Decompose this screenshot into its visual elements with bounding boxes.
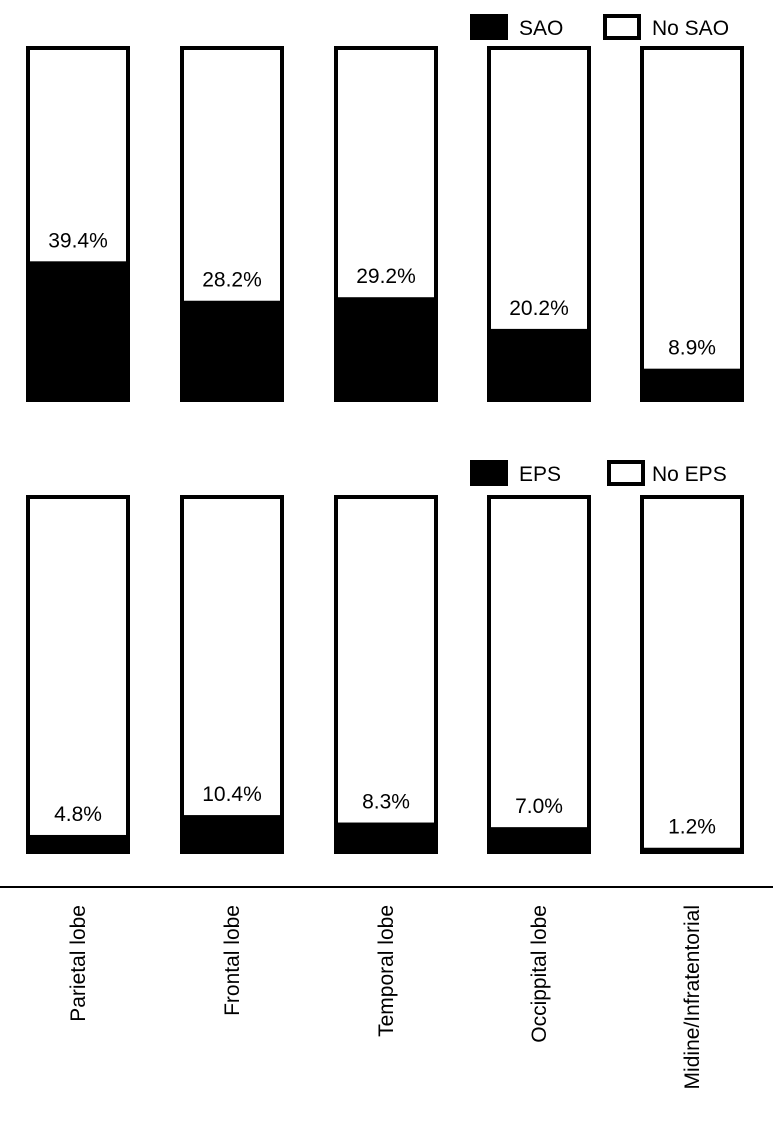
bar-2-frontal-lobe <box>180 495 284 854</box>
category-label-midine-infratentorial: Midine/Infratentorial <box>681 905 704 1089</box>
bar-segment-eps-frontal-lobe <box>180 815 284 854</box>
bar-2-parietal-lobe <box>26 495 130 854</box>
bar-segment-sao-frontal-lobe <box>180 300 284 402</box>
value-label-2-occippital-lobe: 7.0% <box>515 795 563 818</box>
value-label-1-parietal-lobe: 39.4% <box>48 229 108 252</box>
panel-1: SAO No SAO 39.4% 28.2% 29.2% 20.2% 8.9% <box>26 14 744 402</box>
bar-segment-eps-occippital-lobe <box>487 827 591 854</box>
bar-segment-sao-occippital-lobe <box>487 328 591 402</box>
value-label-1-temporal-lobe: 29.2% <box>356 265 416 288</box>
category-label-occippital-lobe: Occippital lobe <box>528 905 551 1043</box>
value-label-1-midine-infratentorial: 8.9% <box>668 337 716 360</box>
bar-2-occippital-lobe <box>487 495 591 854</box>
value-label-2-midine-infratentorial: 1.2% <box>668 816 716 839</box>
legend-swatch-no-sao <box>603 14 641 40</box>
legend-label-eps: EPS <box>519 463 561 486</box>
bar-segment-sao-temporal-lobe <box>334 297 438 402</box>
value-label-1-frontal-lobe: 28.2% <box>202 269 262 292</box>
legend-label-sao: SAO <box>519 17 563 40</box>
panel-2: EPS No EPS 4.8% 10.4% 8.3% 7.0% 1.2% <box>26 460 744 854</box>
bar-segment-eps-parietal-lobe <box>26 834 130 854</box>
legend-label-no-sao: No SAO <box>652 17 729 40</box>
value-label-2-parietal-lobe: 4.8% <box>54 803 102 826</box>
legend-swatch-eps <box>470 460 508 486</box>
category-label-temporal-lobe: Temporal lobe <box>375 905 398 1037</box>
value-label-1-occippital-lobe: 20.2% <box>509 297 569 320</box>
value-label-2-temporal-lobe: 8.3% <box>362 791 410 814</box>
legend-label-no-eps: No EPS <box>652 463 727 486</box>
legend-swatch-sao <box>470 14 508 40</box>
chart-panels: SAO No SAO 39.4% 28.2% 29.2% 20.2% 8.9% EPS No E… <box>26 14 744 854</box>
bar-segment-eps-temporal-lobe <box>334 822 438 854</box>
value-label-2-frontal-lobe: 10.4% <box>202 783 262 806</box>
category-label-parietal-lobe: Parietal lobe <box>67 905 90 1022</box>
bar-2-midine-infratentorial <box>640 495 744 854</box>
category-label-frontal-lobe: Frontal lobe <box>221 905 244 1016</box>
bar-segment-sao-midine-infratentorial <box>640 368 744 402</box>
bar-segment-eps-midine-infratentorial <box>640 847 744 854</box>
category-labels: Parietal lobe Frontal lobe Temporal lobe Oc… <box>67 905 704 1089</box>
bar-segment-sao-parietal-lobe <box>26 261 130 402</box>
legend-swatch-no-eps <box>607 460 645 486</box>
